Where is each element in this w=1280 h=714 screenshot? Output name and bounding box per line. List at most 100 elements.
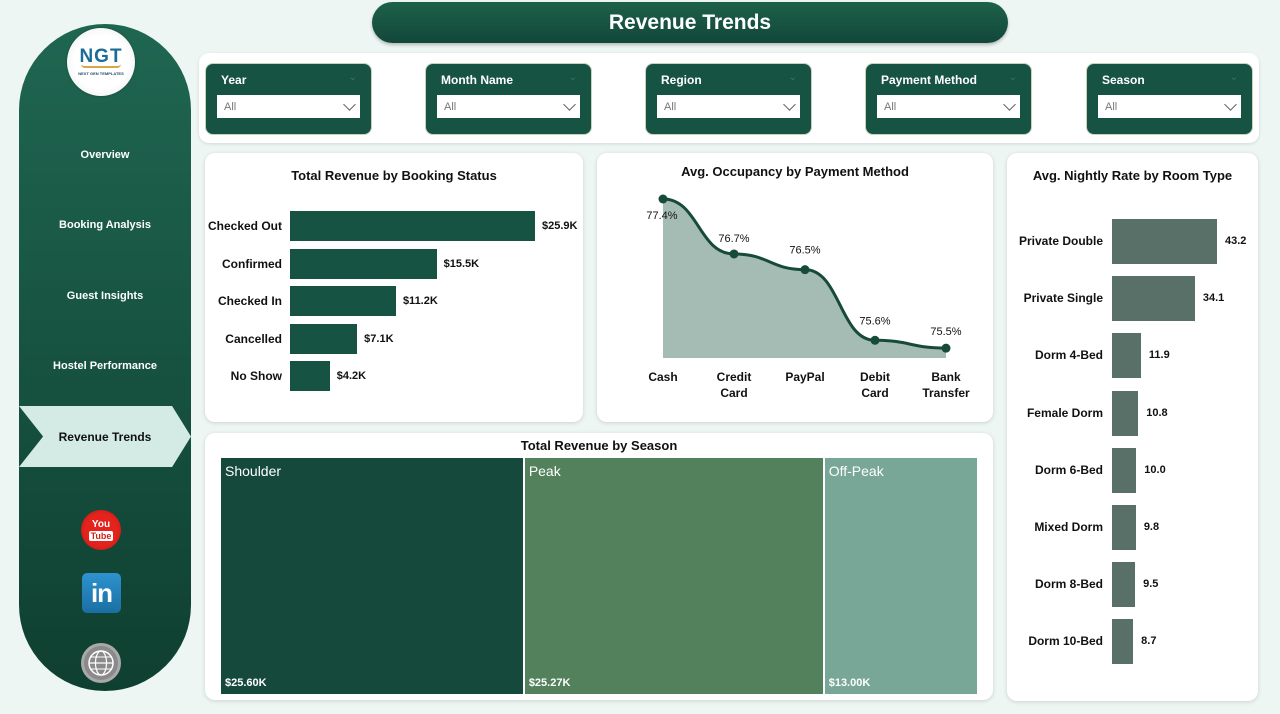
x-tick-label-line: Credit — [716, 370, 752, 384]
bar-label: Private Double — [1018, 234, 1103, 248]
logo-subtitle: NEXT GEN TEMPLATES — [78, 71, 124, 76]
data-point[interactable] — [729, 249, 739, 259]
chevron-down-icon[interactable]: ⌄ — [568, 72, 577, 83]
treemap-cell[interactable]: Peak $25.27K — [524, 458, 823, 694]
area-fill — [663, 199, 946, 358]
slicer-label: Season — [1102, 73, 1145, 87]
occupancy-chart: 77.4% 76.7% 76.5% 75.6% 75.5% — [646, 194, 962, 358]
bar-label: Checked In — [217, 294, 282, 309]
youtube-text-tube: Tube — [88, 530, 114, 541]
bar[interactable] — [1112, 276, 1195, 322]
youtube-icon[interactable]: You Tube — [81, 510, 121, 550]
bar-value-label: 34.1 — [1202, 292, 1225, 305]
slicer-label: Month Name — [441, 73, 513, 87]
bar-value-label: $15.5K — [443, 257, 480, 270]
x-tick-label: Credit Card — [694, 369, 774, 401]
bar[interactable] — [1112, 447, 1137, 493]
chevron-down-icon[interactable]: ⌄ — [788, 72, 797, 83]
treemap-category-label: Off-Peak — [828, 463, 884, 479]
bar-value-label: 11.9 — [1148, 349, 1170, 362]
bar[interactable] — [290, 323, 358, 354]
bar[interactable] — [290, 248, 437, 279]
chevron-down-icon[interactable]: ⌄ — [1008, 72, 1017, 83]
slicer-season: Season ⌄ All — [1086, 63, 1253, 135]
slicer-month-name: Month Name ⌄ All — [425, 63, 592, 135]
chevron-down-icon — [1224, 97, 1237, 111]
data-point[interactable] — [941, 343, 951, 353]
x-tick-label-line: Card — [861, 386, 889, 400]
sidebar-item-guest-insights[interactable]: Guest Insights — [66, 290, 144, 302]
bar-label: Mixed Dorm — [1034, 520, 1103, 534]
chevron-down-icon[interactable]: ⌄ — [348, 72, 357, 83]
data-label: 77.4% — [646, 210, 677, 222]
treemap-cell[interactable]: Shoulder $25.60K — [221, 458, 523, 694]
linkedin-icon[interactable]: in — [82, 573, 121, 613]
sidebar-item-overview[interactable]: Overview — [80, 149, 130, 161]
data-point[interactable] — [658, 194, 668, 204]
dropdown-value: All — [1105, 100, 1118, 113]
sidebar-item-revenue-trends[interactable]: Revenue Trends — [19, 406, 191, 467]
x-tick-label-line: Transfer — [922, 386, 970, 400]
dropdown-value: All — [444, 100, 457, 113]
youtube-text-you: You — [91, 518, 111, 530]
bar-label: Dorm 6-Bed — [1034, 462, 1103, 477]
bar-label: Cancelled — [225, 331, 282, 346]
chevron-down-icon — [343, 97, 356, 111]
bar[interactable] — [290, 286, 396, 317]
bar[interactable] — [290, 361, 330, 392]
bar-label: Checked Out — [207, 219, 282, 233]
slicer-payment-method: Payment Method ⌄ All — [865, 63, 1032, 135]
bar[interactable] — [1112, 562, 1136, 608]
bar-value-label: 9.5 — [1143, 578, 1159, 591]
x-tick-label-line: Debit — [860, 370, 890, 384]
region-dropdown[interactable]: All — [657, 95, 800, 118]
bar[interactable] — [1112, 219, 1217, 264]
slicer-label: Payment Method — [881, 73, 978, 87]
chart-title: Total Revenue by Season — [520, 438, 678, 453]
dropdown-value: All — [884, 100, 897, 113]
data-point[interactable] — [870, 335, 880, 345]
bar-label: Dorm 10-Bed — [1028, 634, 1103, 649]
x-tick-label: PayPal — [765, 369, 845, 385]
treemap-category-label: Shoulder — [225, 463, 282, 479]
bar[interactable] — [1112, 390, 1139, 436]
bar-value-label: 8.7 — [1141, 635, 1157, 648]
data-label: 75.6% — [859, 315, 890, 327]
x-tick-label-line: PayPal — [785, 370, 825, 384]
treemap-value-label: $25.27K — [528, 677, 571, 689]
bar-value-label: 43.2 — [1225, 235, 1247, 247]
data-label: 76.7% — [718, 233, 749, 245]
bar[interactable] — [1112, 333, 1141, 379]
globe-www-icon[interactable] — [81, 643, 121, 683]
bar-value-label: $4.2K — [336, 370, 367, 383]
dropdown-value: All — [224, 100, 237, 113]
year-dropdown[interactable]: All — [217, 95, 360, 118]
season-dropdown[interactable]: All — [1098, 95, 1241, 118]
data-label: 76.5% — [789, 245, 820, 257]
x-tick-label-line: Card — [720, 386, 748, 400]
bar-value-label: 9.8 — [1143, 521, 1160, 533]
chart-title: Total Revenue by Booking Status — [291, 168, 497, 183]
bar-label: Confirmed — [222, 256, 282, 271]
bar[interactable] — [1112, 619, 1134, 665]
sidebar-item-booking-analysis[interactable]: Booking Analysis — [59, 219, 151, 231]
globe-glyph — [88, 650, 114, 676]
treemap-cell[interactable]: Off-Peak $13.00K — [824, 458, 977, 694]
bar-label: Female Dorm — [1026, 405, 1103, 420]
page-title: Revenue Trends — [372, 2, 1008, 43]
bar[interactable] — [1112, 505, 1136, 550]
bar-value-label: 10.8 — [1146, 406, 1168, 419]
data-point[interactable] — [800, 265, 810, 275]
payment-method-dropdown[interactable]: All — [877, 95, 1020, 118]
sidebar-item-hostel-performance[interactable]: Hostel Performance — [53, 360, 157, 372]
chevron-down-icon — [563, 97, 576, 111]
chevron-down-icon[interactable]: ⌄ — [1229, 72, 1238, 83]
chevron-down-icon — [783, 97, 796, 111]
chevron-down-icon — [1003, 97, 1016, 111]
slicer-label: Region — [661, 73, 702, 87]
bar-value-label: $25.9K — [542, 220, 578, 232]
bar-label: Dorm 8-Bed — [1034, 577, 1103, 592]
data-label: 75.5% — [930, 326, 961, 338]
month-name-dropdown[interactable]: All — [437, 95, 580, 118]
bar[interactable] — [290, 211, 535, 241]
